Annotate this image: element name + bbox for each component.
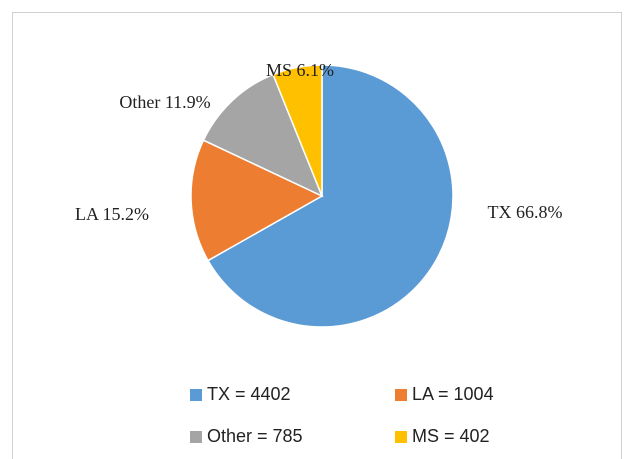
data-label: LA 15.2% — [75, 204, 149, 224]
data-label: TX 66.8% — [488, 202, 563, 222]
pie-slice — [272, 64, 323, 197]
legend-swatch — [395, 431, 407, 443]
legend-swatch — [395, 389, 407, 401]
legend-label: MS = 402 — [412, 426, 490, 446]
legend-label: LA = 1004 — [412, 384, 494, 404]
pie-slice — [202, 73, 324, 198]
pie-slice — [206, 64, 454, 328]
data-label: MS 6.1% — [266, 60, 334, 80]
legend-label: Other = 785 — [207, 426, 303, 446]
legend-swatch — [190, 431, 202, 443]
legend-swatch — [190, 389, 202, 401]
legend-label: TX = 4402 — [207, 384, 291, 404]
data-label: Other 11.9% — [119, 92, 210, 112]
pie-slice — [190, 139, 324, 262]
